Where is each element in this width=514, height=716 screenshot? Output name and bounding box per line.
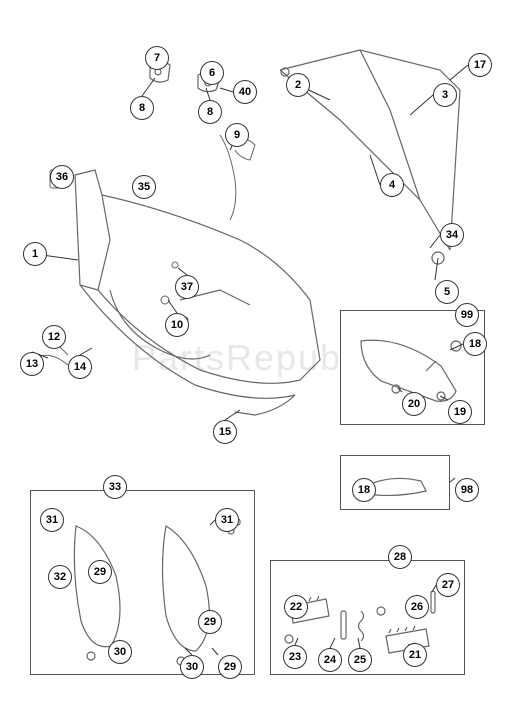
callout-35: 35 xyxy=(132,175,156,199)
callout-25: 25 xyxy=(348,648,372,672)
callout-30: 30 xyxy=(108,640,132,664)
callout-21: 21 xyxy=(403,643,427,667)
callout-5: 5 xyxy=(435,280,459,304)
callout-31: 31 xyxy=(40,508,64,532)
callout-29c: 29 xyxy=(218,655,242,679)
callout-6: 6 xyxy=(200,61,224,85)
callout-29: 29 xyxy=(88,560,112,584)
callout-33: 33 xyxy=(103,475,127,499)
callout-22: 22 xyxy=(284,595,308,619)
callout-8: 8 xyxy=(130,96,154,120)
callout-15: 15 xyxy=(213,420,237,444)
callout-20: 20 xyxy=(402,392,426,416)
callout-34: 34 xyxy=(440,223,464,247)
callout-27: 27 xyxy=(436,573,460,597)
callout-36: 36 xyxy=(50,165,74,189)
diagram-container: PartsRepublik xyxy=(0,0,514,716)
callout-12: 12 xyxy=(42,325,66,349)
callout-29b: 29 xyxy=(198,610,222,634)
callout-26: 26 xyxy=(405,595,429,619)
callout-13: 13 xyxy=(20,352,44,376)
callout-4: 4 xyxy=(380,173,404,197)
callout-30b: 30 xyxy=(180,655,204,679)
callout-10: 10 xyxy=(165,313,189,337)
callout-23: 23 xyxy=(283,645,307,669)
callout-32: 32 xyxy=(48,565,72,589)
callout-18: 18 xyxy=(463,332,487,356)
callout-31b: 31 xyxy=(215,508,239,532)
callout-3: 3 xyxy=(433,83,457,107)
callout-28: 28 xyxy=(388,545,412,569)
callout-14: 14 xyxy=(68,355,92,379)
callout-7: 7 xyxy=(145,46,169,70)
callout-18b: 18 xyxy=(352,478,376,502)
callout-17: 17 xyxy=(468,53,492,77)
callout-19: 19 xyxy=(448,400,472,424)
callout-2: 2 xyxy=(286,73,310,97)
callout-37: 37 xyxy=(175,275,199,299)
callout-8b: 8 xyxy=(198,100,222,124)
callout-98: 98 xyxy=(455,478,479,502)
callout-24: 24 xyxy=(318,648,342,672)
callout-99: 99 xyxy=(455,303,479,327)
callout-40: 40 xyxy=(233,80,257,104)
callout-9: 9 xyxy=(225,123,249,147)
callout-1: 1 xyxy=(23,242,47,266)
